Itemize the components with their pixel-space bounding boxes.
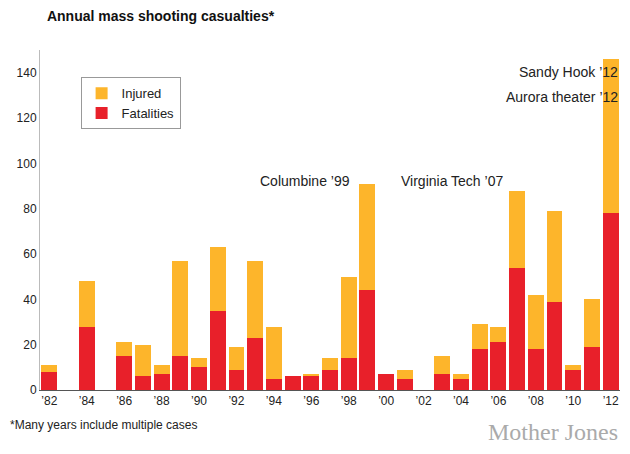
- svg-text:’92: ’92: [228, 394, 244, 408]
- svg-text:140: 140: [17, 66, 37, 80]
- svg-text:60: 60: [23, 247, 37, 261]
- svg-text:’00: ’00: [378, 394, 394, 408]
- svg-text:’84: ’84: [79, 394, 95, 408]
- svg-text:’94: ’94: [266, 394, 282, 408]
- svg-text:0: 0: [30, 383, 37, 397]
- svg-text:’82: ’82: [41, 394, 57, 408]
- svg-text:’04: ’04: [453, 394, 469, 408]
- svg-text:20: 20: [23, 338, 37, 352]
- svg-text:’02: ’02: [416, 394, 432, 408]
- svg-text:’90: ’90: [191, 394, 207, 408]
- svg-text:’88: ’88: [154, 394, 170, 408]
- svg-text:80: 80: [23, 202, 37, 216]
- svg-text:Columbine ’99: Columbine ’99: [260, 173, 350, 189]
- svg-text:Injured: Injured: [122, 86, 162, 101]
- svg-text:Virginia Tech ’07: Virginia Tech ’07: [401, 173, 503, 189]
- svg-text:’06: ’06: [490, 394, 506, 408]
- svg-text:Mother Jones: Mother Jones: [488, 419, 618, 445]
- svg-text:’08: ’08: [528, 394, 544, 408]
- svg-text:’12: ’12: [603, 394, 619, 408]
- svg-text:’98: ’98: [341, 394, 357, 408]
- svg-text:120: 120: [17, 111, 37, 125]
- svg-text:100: 100: [17, 157, 37, 171]
- svg-text:’96: ’96: [303, 394, 319, 408]
- svg-text:Sandy Hook ’12: Sandy Hook ’12: [519, 64, 618, 80]
- svg-text:’10: ’10: [565, 394, 581, 408]
- svg-text:Annual mass shooting casualtie: Annual mass shooting casualties*: [47, 8, 275, 24]
- svg-text:*Many years include multiple c: *Many years include multiple cases: [10, 418, 197, 432]
- svg-text:Aurora theater ’12: Aurora theater ’12: [506, 89, 618, 105]
- svg-text:40: 40: [23, 293, 37, 307]
- svg-text:Fatalities: Fatalities: [122, 106, 175, 121]
- svg-text:’86: ’86: [116, 394, 132, 408]
